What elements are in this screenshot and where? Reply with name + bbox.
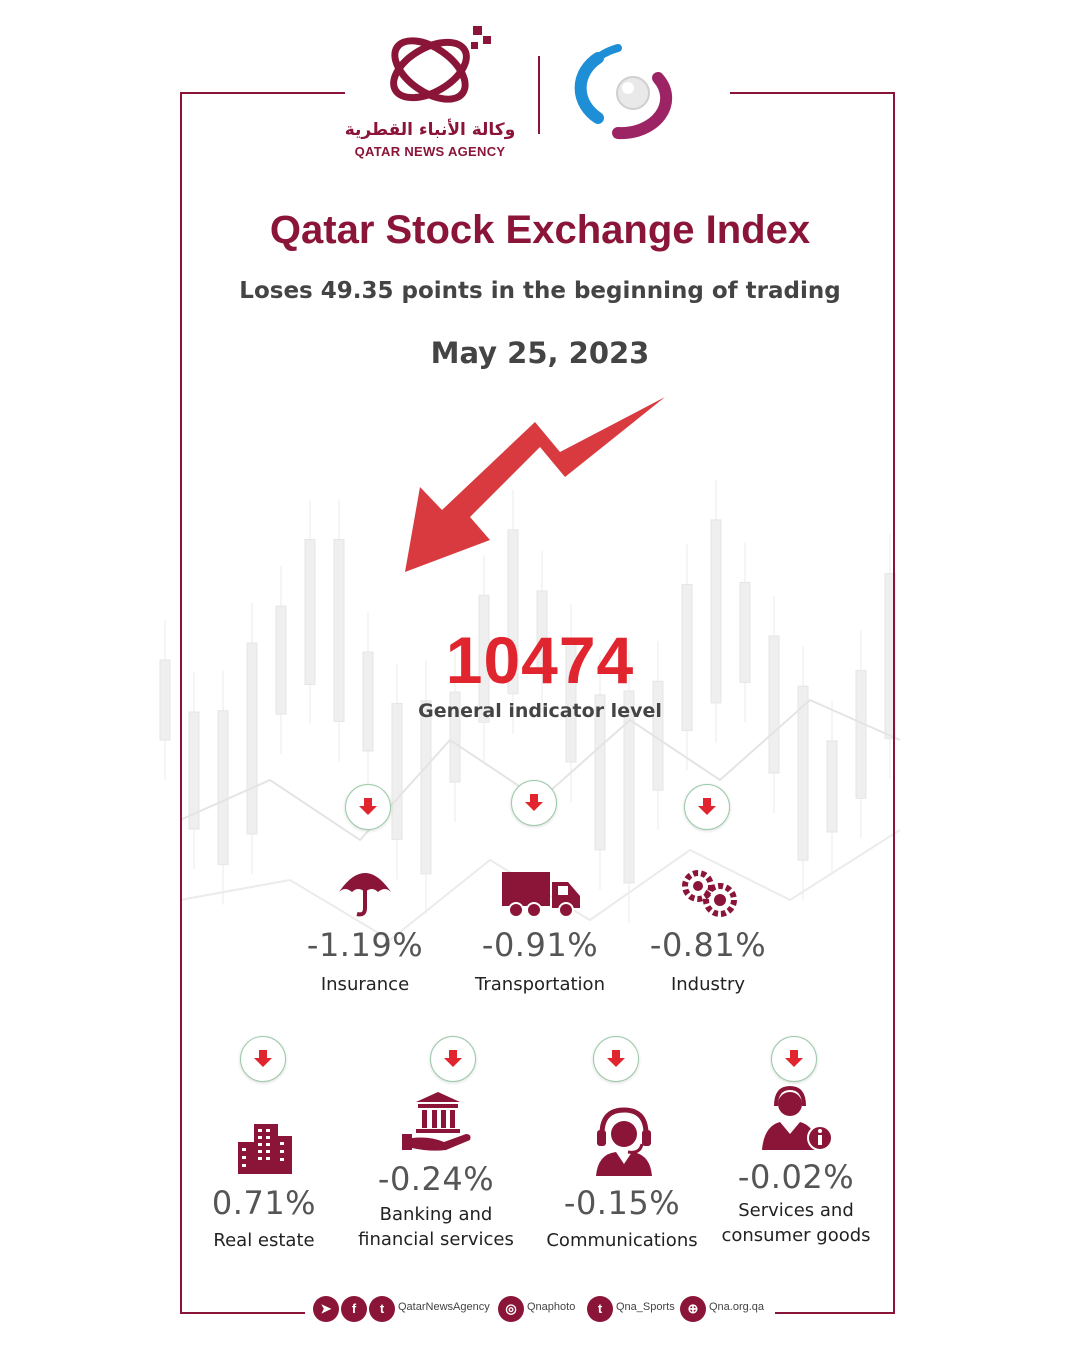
- page-title: Qatar Stock Exchange Index: [269, 208, 811, 252]
- footer-social-bar: ➤ f t QatarNewsAgency ◎ Qnaphoto t Qna_S…: [0, 1296, 1080, 1330]
- twitter-icon[interactable]: t: [587, 1296, 613, 1322]
- sports-twitter-handle[interactable]: Qna_Sports: [616, 1301, 675, 1313]
- trend-down-badge: [240, 1036, 286, 1082]
- qna-logo-icon: [390, 26, 491, 103]
- sector-name-line1: Services and: [738, 1200, 854, 1221]
- background-candle-body: [275, 605, 287, 715]
- background-candle-body: [739, 581, 751, 683]
- trend-down-badge: [511, 780, 557, 826]
- background-candle-body: [449, 691, 461, 783]
- twitter-icon[interactable]: t: [369, 1296, 395, 1322]
- agency-name-arabic: وكالة الأنباء القطرية: [344, 120, 516, 140]
- background-candle-body: [391, 702, 403, 840]
- background-candle-body: [768, 635, 780, 774]
- website-link[interactable]: Qna.org.qa: [709, 1301, 765, 1313]
- gears-icon: [682, 870, 737, 917]
- sector-change: -0.15%: [563, 1184, 681, 1222]
- frame-bottom-left: [180, 1312, 305, 1314]
- down-arrow-icon: [359, 798, 377, 815]
- background-candle-body: [362, 651, 374, 752]
- background-candle-body: [304, 539, 316, 686]
- sector-name-line2: consumer goods: [721, 1225, 871, 1246]
- sector-change: -0.81%: [649, 926, 767, 964]
- frame-right: [893, 92, 895, 1314]
- umbrella-icon: [339, 873, 391, 917]
- trend-down-badge: [771, 1036, 817, 1082]
- trend-down-badge: [684, 784, 730, 830]
- sector-change: -1.19%: [306, 926, 424, 964]
- background-candle-body: [855, 669, 867, 799]
- down-arrow-icon: [525, 794, 543, 811]
- down-arrow-icon: [405, 397, 665, 572]
- sector-name: Transportation: [475, 974, 605, 995]
- background-candle-body: [797, 685, 809, 861]
- down-arrow-icon: [698, 798, 716, 815]
- frame-bottom-right: [775, 1312, 895, 1314]
- headset-agent-icon: [596, 1107, 652, 1176]
- sector-name: Insurance: [320, 974, 410, 995]
- background-candle-body: [507, 529, 519, 695]
- background-candle-body: [623, 690, 635, 884]
- sector-name: Industry: [670, 974, 746, 995]
- sector-change: -0.02%: [737, 1158, 855, 1196]
- down-arrow-icon: [785, 1050, 803, 1067]
- logo-separator: [538, 56, 540, 134]
- background-candle-body: [420, 700, 432, 875]
- background-candle-body: [188, 711, 200, 830]
- building-icon: [238, 1124, 292, 1174]
- background-candle-body: [536, 590, 548, 673]
- sector-change: -0.24%: [377, 1160, 495, 1198]
- sector-name-line1: Banking and: [379, 1204, 493, 1225]
- background-candle-body: [159, 659, 171, 741]
- sector-name-line2: financial services: [358, 1229, 514, 1250]
- globe-icon[interactable]: ⊕: [680, 1296, 706, 1322]
- bank-hand-icon: [402, 1092, 471, 1151]
- background-stock-chart: [159, 479, 901, 942]
- partner-logo-icon: [574, 44, 673, 140]
- sector-name: Communications: [546, 1230, 698, 1251]
- background-candle-body: [217, 710, 229, 866]
- background-candle-body: [594, 694, 606, 851]
- report-date: May 25, 2023: [430, 336, 650, 370]
- truck-icon: [502, 872, 580, 918]
- sector-name: Real estate: [213, 1230, 315, 1251]
- sector-change: -0.91%: [481, 926, 599, 964]
- instagram-icon[interactable]: ◎: [498, 1296, 524, 1322]
- down-arrow-icon: [607, 1050, 625, 1067]
- background-candle-body: [826, 740, 838, 833]
- background-candle-body: [333, 538, 345, 722]
- background-candle-body: [884, 573, 896, 740]
- trend-down-badge: [593, 1036, 639, 1082]
- frame-top-left: [180, 92, 345, 94]
- frame-top-right: [730, 92, 895, 94]
- index-value: 10474: [445, 623, 635, 697]
- agency-name-english: QATAR NEWS AGENCY: [354, 144, 506, 159]
- trend-down-badge: [430, 1036, 476, 1082]
- frame-left: [180, 92, 182, 1314]
- background-candle-body: [246, 642, 258, 835]
- service-agent-info-icon: [762, 1086, 833, 1151]
- sector-change: 0.71%: [211, 1184, 317, 1222]
- facebook-icon[interactable]: f: [341, 1296, 367, 1322]
- trend-down-badge: [345, 784, 391, 830]
- down-arrow-icon: [254, 1050, 272, 1067]
- background-candle-body: [710, 519, 722, 704]
- down-arrow-icon: [444, 1050, 462, 1067]
- background-candle-body: [681, 583, 693, 731]
- instagram-handle[interactable]: Qnaphoto: [527, 1301, 576, 1313]
- social-handle[interactable]: QatarNewsAgency: [398, 1301, 490, 1313]
- page-subtitle: Loses 49.35 points in the beginning of t…: [239, 278, 841, 304]
- background-candle-body: [565, 643, 577, 763]
- telegram-icon[interactable]: ➤: [313, 1296, 339, 1322]
- index-label: General indicator level: [418, 700, 662, 722]
- background-candle-body: [478, 594, 490, 723]
